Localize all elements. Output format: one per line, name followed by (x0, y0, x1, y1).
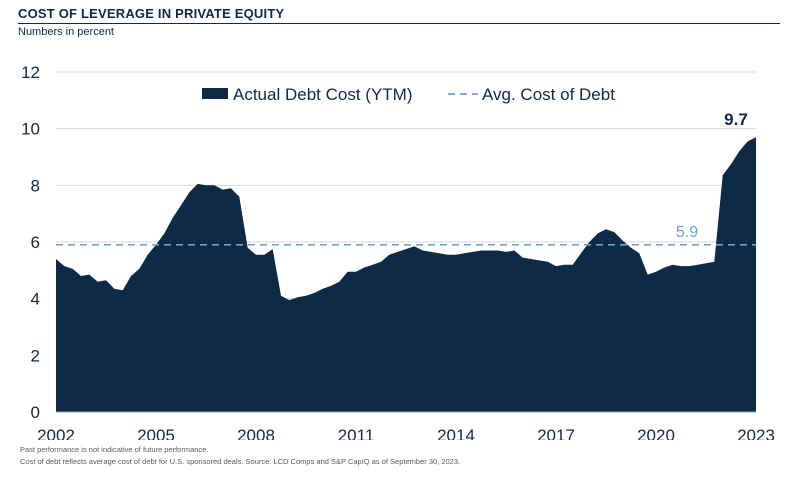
y-tick-label-2: 2 (31, 346, 40, 365)
y-tick-label-4: 4 (31, 290, 40, 309)
legend-swatch-actual-debt-cost (202, 88, 228, 99)
y-tick-label-8: 8 (31, 176, 40, 195)
title-divider (18, 23, 780, 24)
legend-label-avg-cost-of-debt: Avg. Cost of Debt (482, 85, 615, 104)
y-tick-label-12: 12 (21, 63, 40, 82)
x-tick-label-2005: 2005 (137, 426, 175, 440)
x-tick-label-2002: 2002 (37, 426, 75, 440)
y-tick-label-10: 10 (21, 120, 40, 139)
y-tick-label-6: 6 (31, 233, 40, 252)
chart-subtitle: Numbers in percent (18, 26, 114, 38)
data-label-avg-cost: 5.9 (676, 224, 698, 241)
series-area-actual-debt-cost (56, 137, 756, 412)
x-tick-label-2020: 2020 (637, 426, 675, 440)
x-tick-label-2008: 2008 (237, 426, 275, 440)
chart-area: 0 2 4 6 8 10 12 2002 2005 2008 2011 2014 2017 2020 202… (21, 63, 775, 440)
footnote-performance: Past performance is not indicative of fu… (20, 445, 209, 454)
x-tick-label-2023: 2023 (737, 426, 775, 440)
legend-label-actual-debt-cost: Actual Debt Cost (YTM) (233, 85, 413, 104)
x-tick-label-2014: 2014 (437, 426, 475, 440)
x-tick-label-2011: 2011 (338, 426, 375, 440)
y-tick-label-0: 0 (31, 403, 40, 422)
footnote-source: Cost of debt reflects average cost of de… (20, 457, 461, 466)
x-tick-label-2017: 2017 (537, 426, 575, 440)
data-label-peak-2023: 9.7 (724, 110, 748, 129)
chart-title: COST OF LEVERAGE IN PRIVATE EQUITY (18, 6, 285, 21)
